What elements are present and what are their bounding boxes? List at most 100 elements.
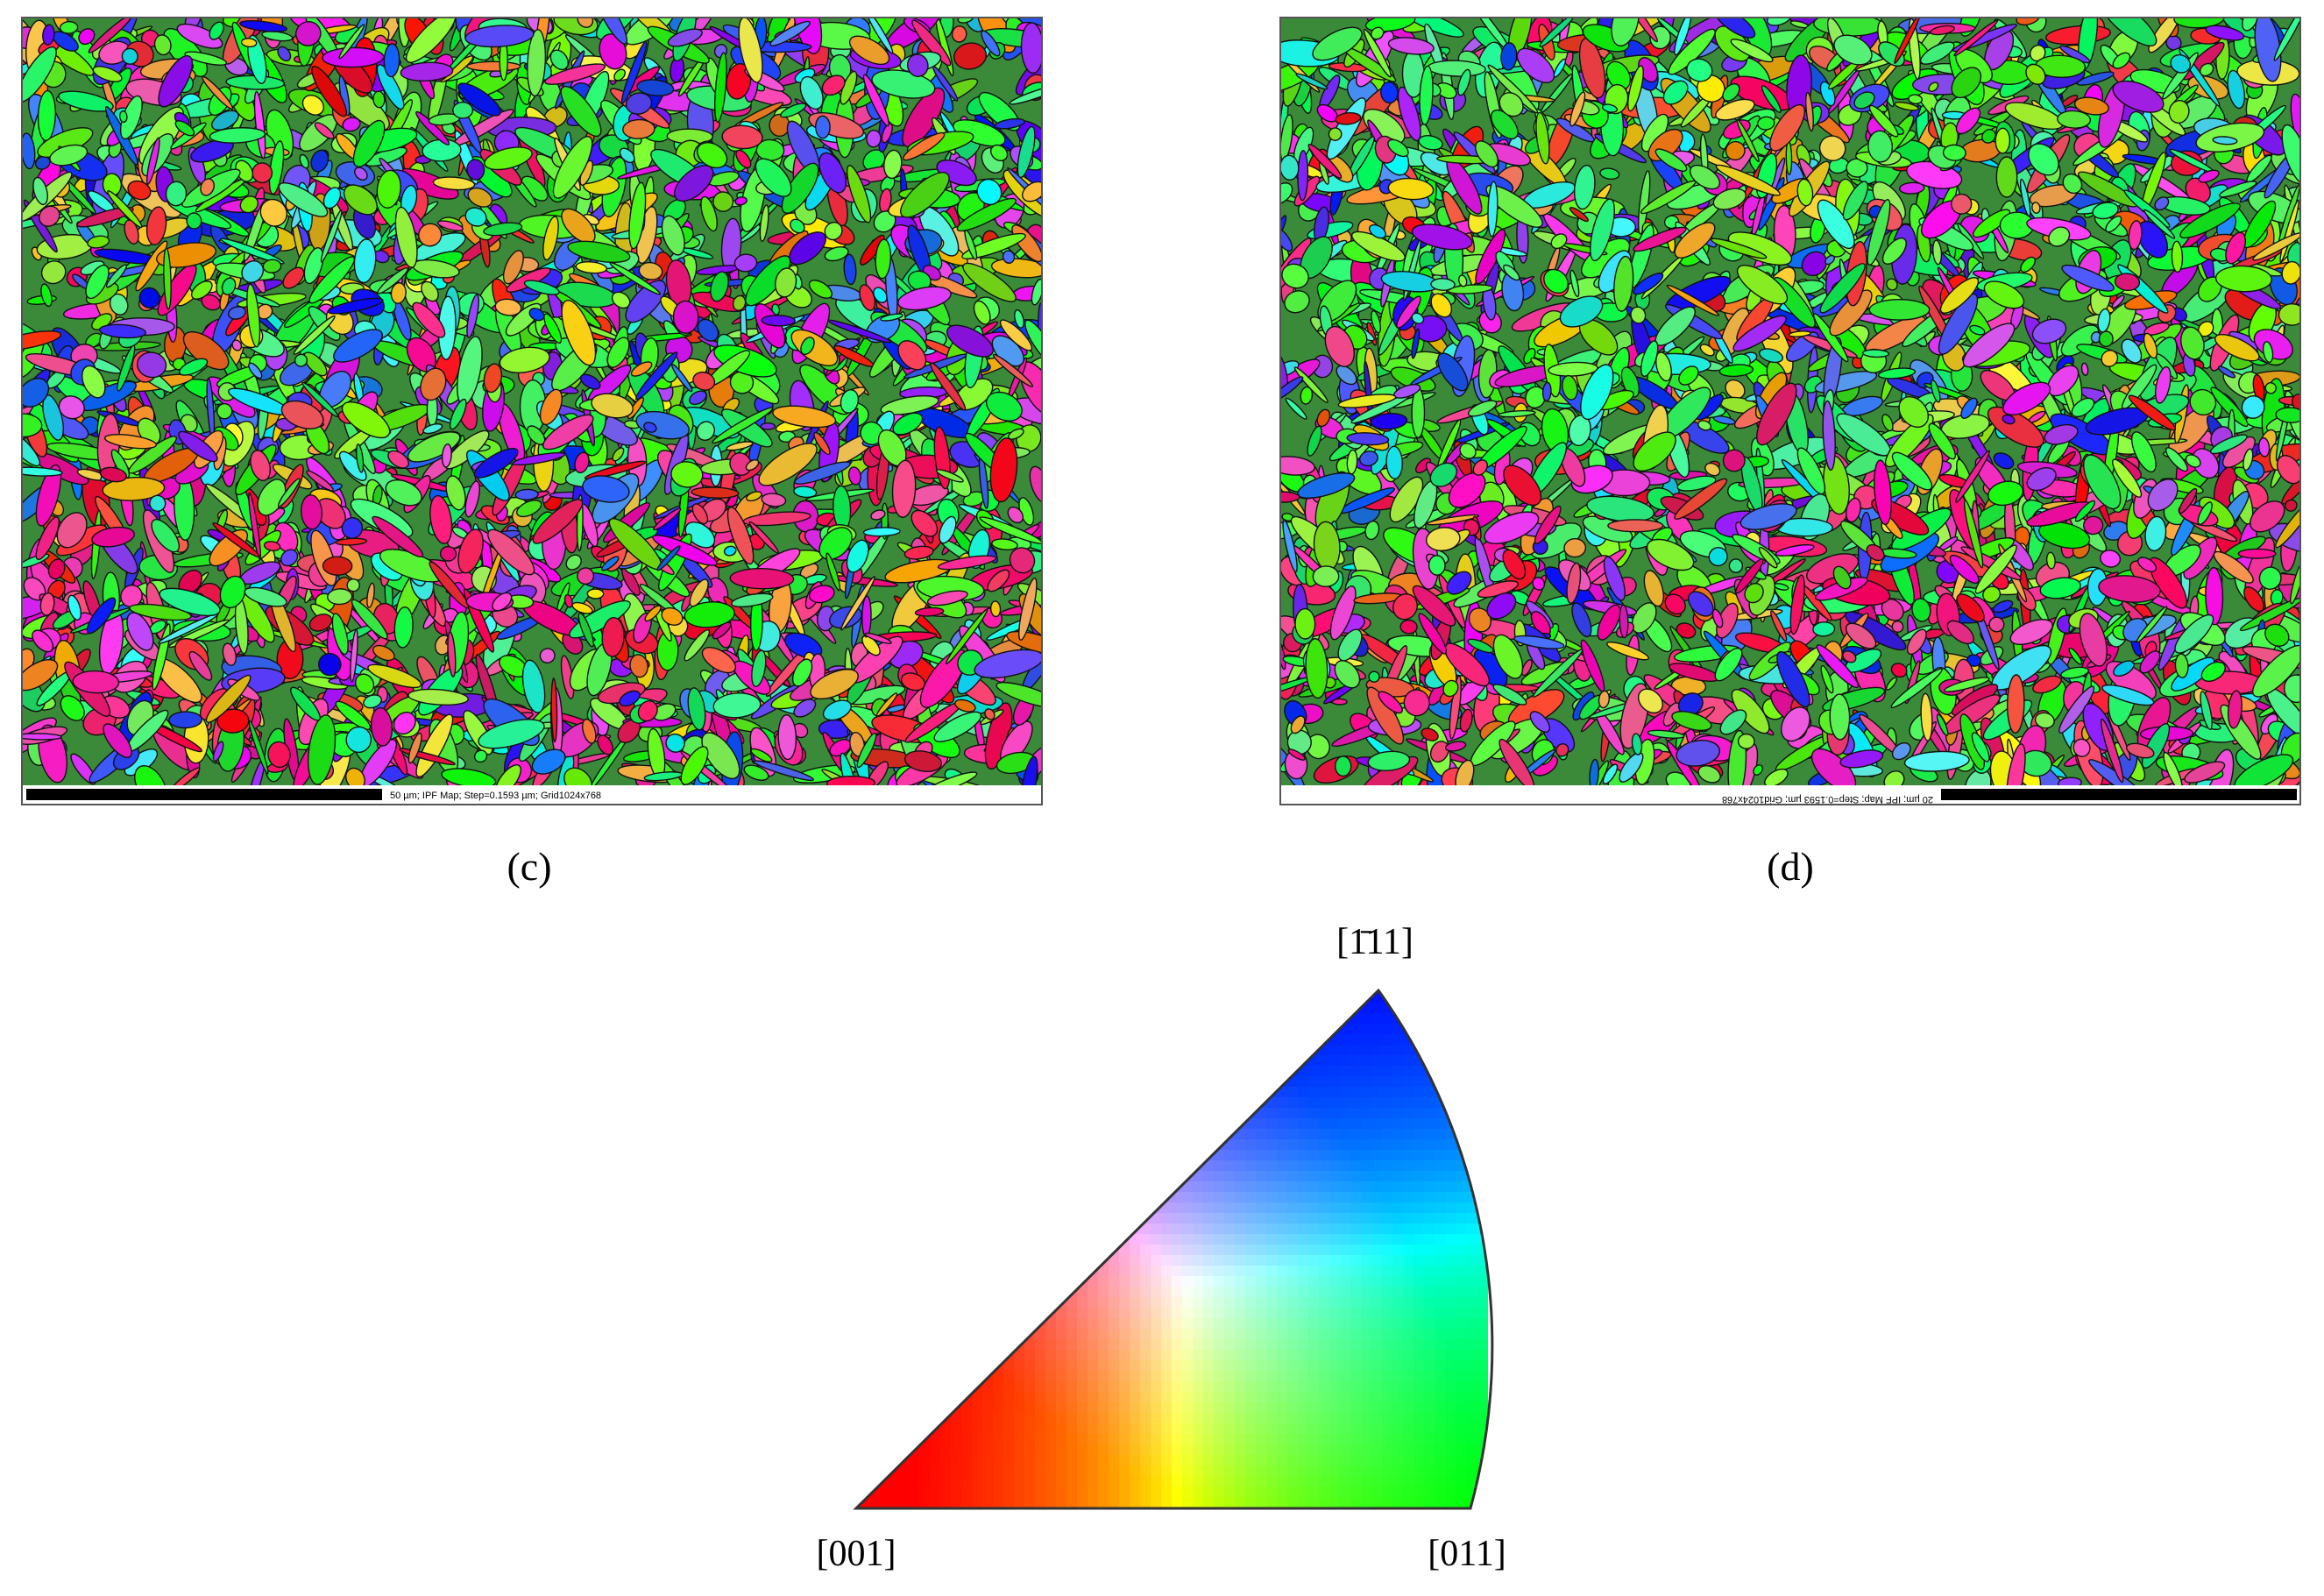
grain	[134, 765, 167, 785]
grain	[322, 556, 353, 576]
grain	[574, 451, 590, 474]
grain	[421, 280, 439, 302]
grain	[277, 46, 292, 62]
grain	[445, 475, 466, 511]
grain	[35, 516, 60, 561]
grain	[1737, 733, 1755, 749]
grain	[222, 642, 237, 666]
grain	[990, 258, 1042, 279]
grain	[1002, 250, 1016, 264]
grain	[40, 283, 53, 308]
grain	[712, 191, 734, 212]
grain	[120, 584, 143, 608]
grain	[1995, 156, 2018, 198]
grain	[672, 300, 699, 334]
grain	[314, 122, 335, 139]
grain	[1029, 465, 1042, 504]
grain	[990, 144, 1009, 162]
grain	[923, 771, 978, 785]
grain	[759, 204, 769, 243]
grain	[991, 538, 1018, 550]
grain	[168, 711, 202, 729]
grain	[840, 388, 860, 414]
grain	[565, 554, 582, 571]
grain	[1007, 506, 1024, 524]
grain	[550, 677, 558, 743]
grain	[790, 218, 805, 234]
grain	[981, 30, 1001, 57]
grain	[843, 253, 857, 286]
grain	[866, 129, 882, 148]
grain	[56, 512, 88, 549]
grain	[322, 187, 342, 209]
grain	[622, 118, 655, 139]
grain	[712, 621, 732, 640]
grain	[372, 90, 386, 109]
grain	[697, 318, 719, 342]
grain	[919, 649, 967, 708]
grain	[953, 119, 1006, 147]
grain	[1014, 309, 1024, 329]
grain	[301, 676, 349, 691]
grain	[299, 153, 309, 169]
grain	[1411, 387, 1426, 439]
grain	[494, 763, 521, 785]
scale-bar	[26, 789, 382, 800]
grain	[466, 60, 521, 72]
grain	[1862, 349, 1890, 358]
grain	[1785, 140, 1793, 176]
ebsd-map-d	[1280, 18, 2300, 785]
grain	[306, 470, 334, 492]
grain	[793, 486, 818, 499]
grain	[514, 488, 539, 500]
grain	[808, 280, 833, 299]
grain	[70, 753, 96, 785]
grain	[873, 287, 888, 304]
grain	[190, 280, 213, 300]
grain	[733, 253, 758, 273]
grain	[1280, 491, 1300, 503]
grain	[253, 90, 266, 160]
grain	[138, 287, 160, 309]
grain	[310, 149, 329, 173]
ebsd-map-c	[22, 18, 1042, 785]
grain	[308, 714, 337, 785]
grain	[452, 102, 474, 119]
grain	[814, 115, 831, 139]
grain	[612, 447, 625, 462]
grain	[303, 351, 328, 377]
grain	[88, 18, 133, 53]
grain	[539, 648, 556, 663]
grain	[2098, 330, 2114, 347]
grain	[1812, 621, 1836, 637]
grain	[118, 110, 128, 124]
grain	[342, 117, 361, 132]
grain	[301, 94, 324, 116]
grain	[824, 246, 849, 262]
grain	[345, 726, 372, 754]
grain	[1334, 755, 1352, 777]
grain	[22, 733, 62, 741]
grain	[808, 585, 835, 604]
grain	[771, 303, 781, 316]
grain	[861, 595, 872, 638]
grain	[211, 110, 239, 131]
grain	[1428, 555, 1446, 576]
grain	[231, 339, 243, 351]
grain	[729, 567, 795, 590]
grain	[2237, 548, 2277, 559]
grain	[78, 28, 96, 46]
grain	[700, 195, 718, 232]
grain	[303, 247, 324, 285]
grain	[953, 42, 988, 70]
grain	[34, 155, 51, 170]
grain	[1829, 693, 1851, 741]
grain	[989, 600, 1002, 618]
grain	[956, 197, 1017, 232]
grain	[743, 764, 769, 781]
grain	[494, 298, 522, 316]
grain	[824, 221, 843, 241]
grain	[1728, 558, 1744, 574]
